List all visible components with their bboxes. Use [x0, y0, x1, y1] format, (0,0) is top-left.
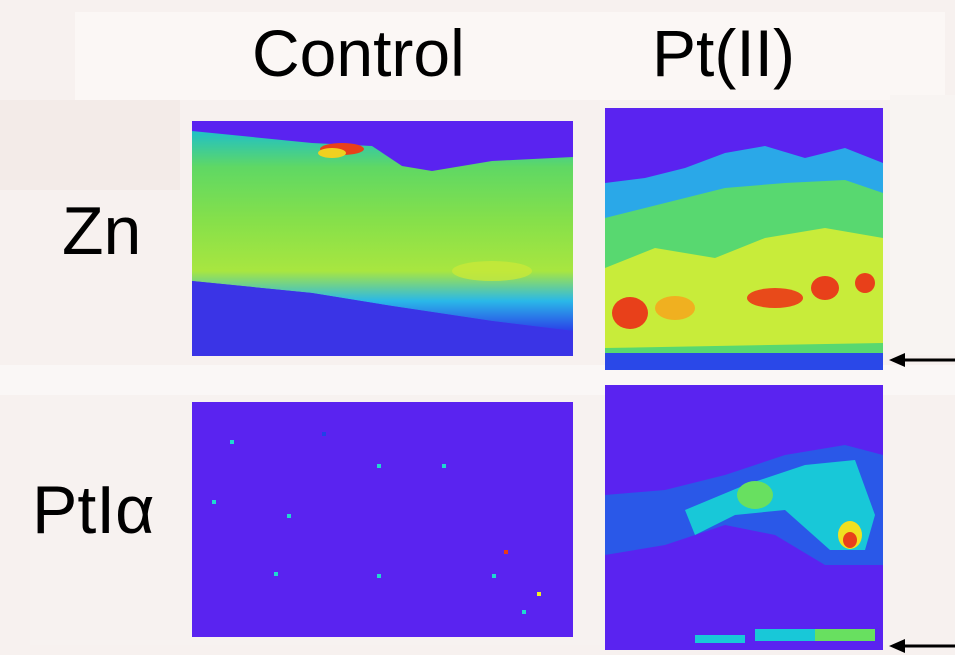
pt-pt-ii-map	[605, 385, 883, 650]
left-arrow-icon	[889, 639, 955, 653]
column-header-pt-ii: Pt(II)	[652, 16, 795, 90]
left-arrow-icon	[889, 353, 955, 367]
background-block	[890, 95, 955, 355]
pt-control-map	[192, 402, 573, 637]
zn-pt-ii-heatmap	[605, 146, 883, 370]
background-block	[75, 12, 945, 100]
zn-control-map	[192, 121, 573, 356]
column-header-control: Control	[252, 16, 465, 90]
row-label-zn: Zn	[62, 193, 142, 269]
zn-control-heatmap	[192, 131, 573, 356]
pt-pt-ii-heatmap	[605, 445, 883, 643]
background-block	[0, 100, 180, 190]
row-label-pt: PtIα	[32, 472, 155, 548]
zn-pt-ii-map	[605, 108, 883, 370]
pt-control-heatmap	[212, 432, 541, 614]
